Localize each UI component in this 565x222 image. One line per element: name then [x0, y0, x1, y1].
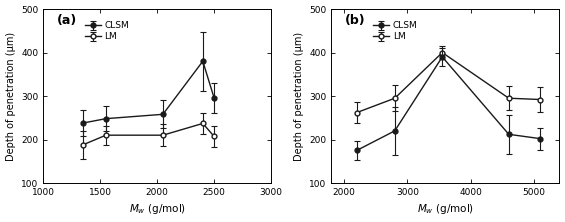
Text: (b): (b) — [345, 14, 366, 27]
Legend: CLSM, LM: CLSM, LM — [82, 19, 132, 44]
X-axis label: $M_w$ (g/mol): $M_w$ (g/mol) — [129, 202, 186, 216]
X-axis label: $M_w$ (g/mol): $M_w$ (g/mol) — [417, 202, 474, 216]
Legend: CLSM, LM: CLSM, LM — [370, 19, 420, 44]
Y-axis label: Depth of penetration (μm): Depth of penetration (μm) — [6, 32, 16, 161]
Text: (a): (a) — [57, 14, 77, 27]
Y-axis label: Depth of penetration (μm): Depth of penetration (μm) — [294, 32, 304, 161]
